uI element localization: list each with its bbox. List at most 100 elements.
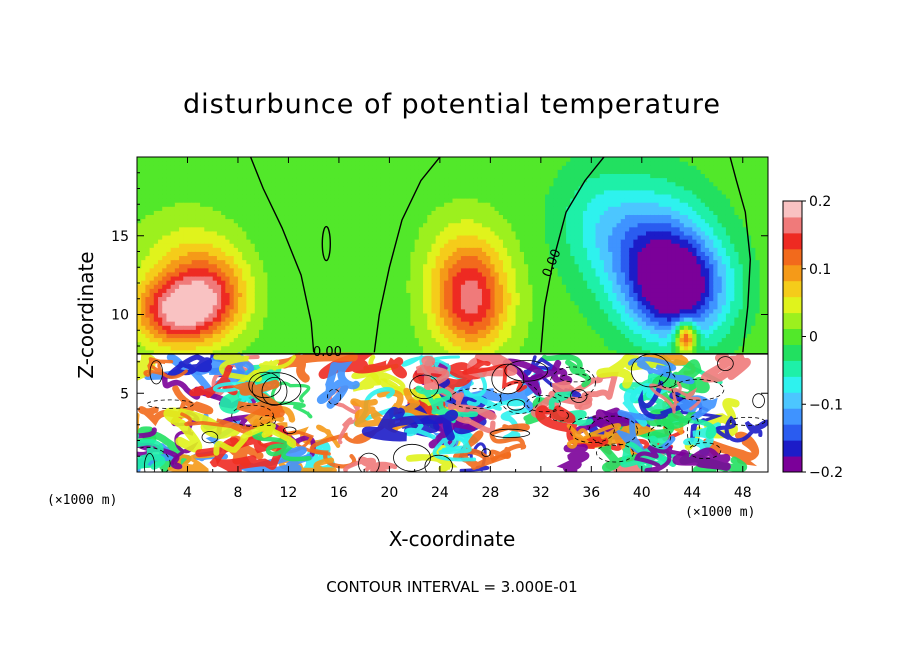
field-cell (212, 165, 218, 170)
field-cell (221, 210, 226, 216)
field-cell (280, 169, 285, 174)
field-cell (225, 251, 231, 257)
field-cell (174, 263, 180, 269)
field-cell (519, 222, 525, 228)
field-cell (351, 181, 357, 187)
field-cell (393, 169, 399, 174)
field-cell (557, 275, 563, 281)
field-cell (179, 251, 184, 257)
field-cell (502, 284, 508, 289)
field-cell (233, 333, 239, 339)
field-cell (246, 181, 252, 187)
field-cell (406, 300, 412, 306)
field-cell (166, 296, 172, 302)
field-cell (372, 206, 378, 211)
field-cell (275, 337, 281, 343)
field-cell (477, 157, 483, 162)
field-cell (561, 177, 567, 183)
field-cell (427, 337, 433, 343)
field-cell (494, 222, 500, 228)
field-cell (393, 275, 399, 281)
field-cell (566, 325, 571, 330)
field-cell (570, 230, 576, 236)
field-cell (200, 288, 205, 293)
field-cell (153, 292, 159, 298)
field-cell (250, 185, 256, 191)
field-cell (137, 325, 142, 330)
field-cell (545, 267, 550, 273)
field-cell (288, 255, 294, 261)
field-cell (309, 296, 315, 302)
field-cell (267, 349, 273, 355)
field-cell (313, 275, 319, 281)
field-cell (166, 230, 172, 236)
field-cell (271, 345, 277, 351)
field-cell (410, 243, 416, 248)
field-cell (557, 284, 563, 289)
field-cell (557, 218, 563, 224)
field-cell (465, 296, 470, 302)
field-cell (301, 239, 306, 244)
field-cell (397, 198, 403, 203)
field-cell (452, 259, 458, 265)
field-cell (494, 333, 500, 339)
field-cell (183, 243, 189, 248)
field-cell (158, 329, 163, 334)
field-cell (532, 267, 538, 273)
field-cell (448, 234, 454, 240)
field-cell (389, 234, 395, 240)
field-cell (524, 280, 529, 285)
field-cell (195, 345, 201, 351)
field-cell (246, 329, 252, 334)
field-cell (267, 251, 273, 257)
field-cell (267, 210, 273, 216)
field-cell (524, 321, 529, 326)
field-cell (208, 304, 214, 310)
field-cell (229, 214, 235, 220)
field-cell (187, 337, 193, 343)
field-cell (237, 300, 243, 306)
field-cell (376, 202, 382, 207)
field-cell (250, 308, 256, 314)
field-cell (448, 292, 454, 298)
field-cell (566, 280, 571, 285)
field-cell (355, 296, 361, 302)
field-cell (372, 333, 378, 339)
field-cell (481, 193, 487, 199)
field-cell (317, 198, 323, 203)
field-cell (326, 316, 332, 322)
field-cell (481, 312, 487, 318)
field-cell (153, 157, 159, 162)
field-cell (410, 292, 416, 298)
field-cell (490, 222, 496, 228)
field-cell (166, 210, 172, 216)
field-cell (490, 312, 496, 318)
field-cell (267, 226, 273, 232)
field-cell (284, 161, 290, 166)
field-cell (570, 243, 576, 248)
field-cell (137, 280, 142, 285)
field-cell (364, 243, 369, 248)
field-cell (545, 255, 550, 261)
field-cell (545, 329, 550, 334)
field-cell (149, 329, 155, 334)
field-cell (263, 202, 269, 207)
field-cell (410, 341, 416, 347)
field-cell (545, 214, 550, 220)
field-cell (288, 288, 294, 293)
field-cell (351, 296, 357, 302)
field-cell (444, 206, 449, 211)
field-cell (254, 239, 260, 244)
field-cell (498, 181, 504, 187)
field-cell (528, 304, 534, 310)
field-cell (524, 304, 529, 310)
field-cell (317, 251, 323, 257)
field-cell (498, 292, 504, 298)
field-cell (557, 329, 563, 334)
field-cell (528, 345, 534, 351)
field-cell (376, 230, 382, 236)
field-cell (465, 275, 470, 281)
field-cell (153, 193, 159, 199)
field-cell (313, 181, 319, 187)
field-cell (225, 284, 231, 289)
